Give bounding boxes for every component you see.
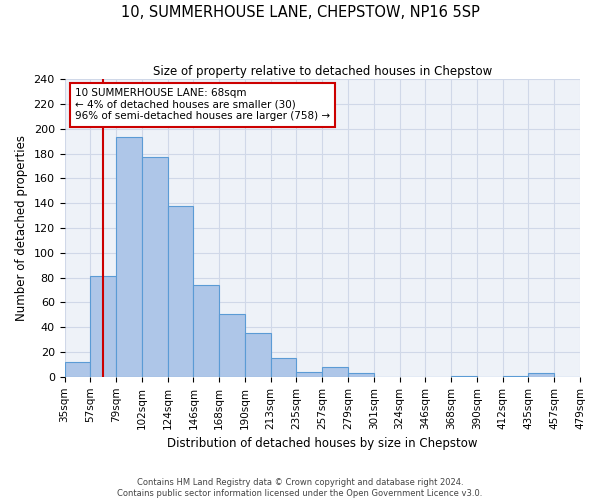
Bar: [167, 206, 193, 377]
Bar: [322, 367, 348, 377]
Bar: [219, 314, 245, 377]
Bar: [193, 285, 219, 377]
Text: 10 SUMMERHOUSE LANE: 68sqm
← 4% of detached houses are smaller (30)
96% of semi-: 10 SUMMERHOUSE LANE: 68sqm ← 4% of detac…: [75, 88, 330, 122]
Y-axis label: Number of detached properties: Number of detached properties: [15, 135, 28, 321]
X-axis label: Distribution of detached houses by size in Chepstow: Distribution of detached houses by size …: [167, 437, 478, 450]
Bar: [348, 373, 374, 377]
Bar: [245, 334, 271, 377]
Bar: [503, 376, 529, 377]
Title: Size of property relative to detached houses in Chepstow: Size of property relative to detached ho…: [152, 65, 492, 78]
Bar: [296, 372, 322, 377]
Bar: [91, 276, 116, 377]
Bar: [65, 362, 91, 377]
Bar: [271, 358, 296, 377]
Bar: [142, 158, 167, 377]
Bar: [529, 373, 554, 377]
Bar: [451, 376, 477, 377]
Text: 10, SUMMERHOUSE LANE, CHEPSTOW, NP16 5SP: 10, SUMMERHOUSE LANE, CHEPSTOW, NP16 5SP: [121, 5, 479, 20]
Bar: [116, 138, 142, 377]
Text: Contains HM Land Registry data © Crown copyright and database right 2024.
Contai: Contains HM Land Registry data © Crown c…: [118, 478, 482, 498]
